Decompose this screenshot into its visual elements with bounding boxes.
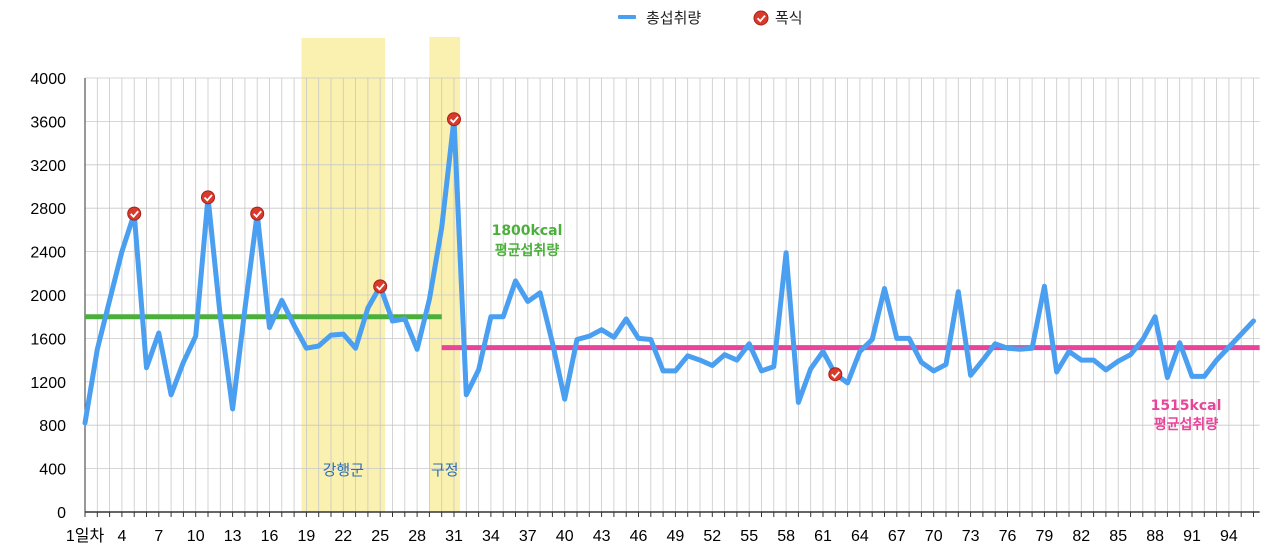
- binge-marker-dot: [250, 206, 265, 221]
- y-tick-label: 1600: [30, 331, 66, 348]
- x-tick-label: 40: [556, 528, 574, 545]
- legend-series-label: 총섭취량: [646, 9, 701, 27]
- highlight-region-label-1: 강행군: [323, 461, 365, 479]
- series-line-1: [82, 116, 1256, 426]
- x-tick-label: 55: [740, 528, 758, 545]
- average-lines: [85, 314, 1260, 351]
- binge-marker-check: [130, 210, 139, 218]
- legend-binge-label: 폭식: [775, 9, 803, 27]
- x-tick-label: 58: [777, 528, 795, 545]
- y-tick-label: 1200: [30, 375, 66, 392]
- binge-markers: [127, 112, 843, 382]
- binge-marker: [828, 367, 843, 382]
- binge-marker-dot: [373, 279, 388, 294]
- average-label-1-text: 평균섭취량: [495, 242, 560, 259]
- y-tick-label: 0: [57, 505, 66, 522]
- x-tick-label: 25: [371, 528, 389, 545]
- binge-marker-check: [449, 116, 459, 124]
- binge-marker: [447, 112, 461, 127]
- x-tick-label: 10: [187, 528, 205, 545]
- y-tick-label: 2400: [30, 245, 66, 262]
- x-tick-label: 22: [334, 528, 352, 545]
- x-tick-label: 19: [298, 528, 316, 545]
- y-tick-label: 2800: [30, 201, 66, 218]
- average-label-2-text: 평균섭취량: [1154, 416, 1219, 433]
- x-tick-label: 1일차: [66, 527, 105, 545]
- legend-binge-marker-icon: [753, 10, 769, 26]
- average-label-1-value: 1800kcal: [492, 223, 563, 239]
- y-tick-label: 800: [39, 418, 66, 435]
- x-tick-label: 73: [962, 528, 980, 545]
- binge-marker-dot: [201, 190, 215, 205]
- binge-marker-check: [203, 194, 213, 202]
- x-tick-label: 46: [630, 528, 648, 545]
- binge-marker-dot: [447, 112, 461, 127]
- legend: 총섭취량 폭식: [618, 9, 803, 27]
- binge-marker-dot: [828, 367, 843, 382]
- binge-marker: [127, 206, 142, 221]
- x-tick-label: 49: [667, 528, 685, 545]
- x-tick-label: 91: [1183, 528, 1201, 545]
- x-tick-label: 94: [1220, 528, 1238, 545]
- grid-lines: [84, 77, 1260, 513]
- x-tick-label: 64: [851, 528, 869, 545]
- x-tick-label: 88: [1146, 528, 1164, 545]
- binge-marker-check: [253, 210, 262, 218]
- y-tick-label: 4000: [30, 71, 66, 88]
- x-tick-label: 61: [814, 528, 832, 545]
- axes: 0 400 800 1200 1600 2000 2400 2800 3200 3600 4000 1…: [30, 71, 1260, 545]
- x-tick-label: 67: [888, 528, 906, 545]
- x-tick-label: 79: [1036, 528, 1054, 545]
- binge-marker-check: [831, 371, 840, 379]
- legend-series-swatch: [618, 15, 636, 19]
- binge-marker-dot: [127, 206, 142, 221]
- x-tick-label: 4: [117, 528, 126, 545]
- x-tick-label: 31: [445, 528, 463, 545]
- x-tick-label: 52: [703, 528, 721, 545]
- x-tick-label: 7: [154, 528, 163, 545]
- x-tick-label: 16: [261, 528, 279, 545]
- y-tick-label: 3600: [30, 114, 66, 131]
- binge-marker: [250, 206, 265, 221]
- binge-marker-check: [376, 283, 385, 291]
- x-tick-label: 70: [925, 528, 943, 545]
- series-layer: [82, 116, 1256, 426]
- x-tick-label: 85: [1109, 528, 1127, 545]
- x-tick-label: 13: [224, 528, 242, 545]
- binge-marker: [201, 190, 215, 205]
- highlight-region-label-2: 구정: [431, 461, 459, 479]
- x-tick-label: 28: [408, 528, 426, 545]
- x-tick-label: 82: [1072, 528, 1090, 545]
- x-tick-label: 34: [482, 528, 500, 545]
- x-tick-label: 37: [519, 528, 537, 545]
- highlight-regions: [301, 37, 461, 512]
- x-tick-label: 43: [593, 528, 611, 545]
- x-tick-label: 76: [999, 528, 1017, 545]
- y-tick-label: 2000: [30, 288, 66, 305]
- y-tick-label: 400: [39, 462, 66, 479]
- average-label-2-value: 1515kcal: [1151, 398, 1222, 414]
- binge-marker: [373, 279, 388, 294]
- y-tick-label: 3200: [30, 158, 66, 175]
